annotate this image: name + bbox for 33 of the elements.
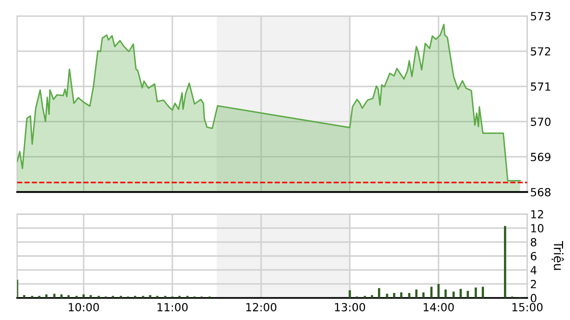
y-tick-label: 12: [531, 210, 544, 218]
x-tick-label: 11:00: [158, 302, 188, 312]
y-tick-label: 8: [530, 238, 536, 246]
bar: [474, 287, 477, 298]
x-tick-label: 13:00: [335, 302, 366, 312]
bar: [504, 226, 506, 298]
y-tick-label: 568: [530, 188, 550, 196]
y-tick-label: 10: [531, 224, 544, 232]
bar: [90, 295, 92, 298]
bar: [400, 292, 402, 298]
y-tick-label: 573: [530, 12, 550, 20]
y-tick-label: 6: [530, 252, 536, 260]
bar: [408, 293, 410, 298]
y-tick-label: 0: [530, 294, 536, 302]
y-tick-label: 569: [530, 152, 550, 162]
y-tick-label: 572: [530, 47, 550, 56]
bar: [82, 294, 85, 298]
x-tick-label: 10:00: [68, 302, 99, 312]
bar: [460, 288, 462, 298]
bar: [466, 290, 469, 298]
y-axis-title: Triệu: [552, 240, 564, 270]
bar: [348, 290, 351, 298]
x-tick-label: 12:00: [246, 302, 276, 312]
y-tick-label: 4: [530, 266, 536, 274]
bar: [415, 290, 418, 298]
x-tick-label: 15:00: [512, 302, 543, 312]
bar: [393, 293, 396, 298]
y-tick-label: 570: [530, 118, 550, 126]
x-tick-label: 14:00: [424, 302, 454, 312]
bar: [23, 295, 26, 298]
y-tick-label: 2: [530, 280, 536, 288]
bar: [149, 295, 152, 298]
y-tick-label: 571: [530, 82, 550, 91]
